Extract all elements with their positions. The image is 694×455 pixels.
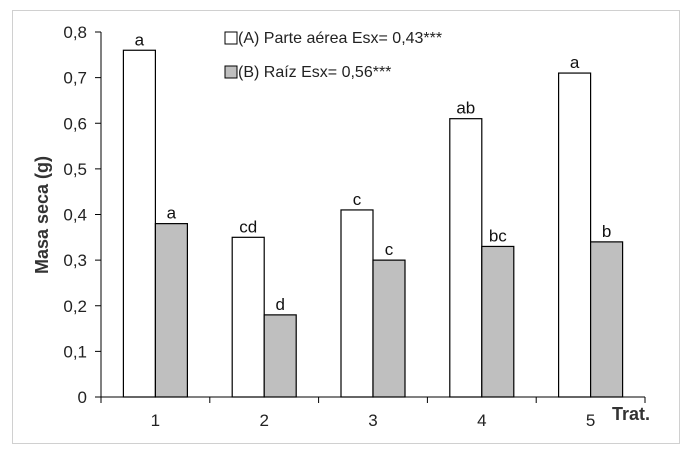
y-tick-label: 0,4 (63, 206, 87, 225)
bar-parte-aerea (449, 118, 483, 398)
x-tick-label: 4 (477, 411, 486, 430)
bar-raiz (589, 241, 624, 398)
bar-parte-aerea (557, 72, 592, 398)
y-tick-label: 0,6 (63, 114, 87, 133)
bar-parte-aerea (340, 209, 374, 398)
significance-letter: a (167, 204, 177, 223)
y-axis-label: Masa seca (g) (32, 156, 52, 274)
y-tick-label: 0,2 (63, 297, 87, 316)
significance-letter: cd (239, 217, 257, 236)
significance-letter: ab (456, 99, 475, 118)
significance-letter: c (353, 190, 362, 209)
bar-raiz (263, 314, 297, 398)
significance-letter: bc (489, 226, 507, 245)
significance-letter: a (135, 30, 145, 49)
bar-raiz (372, 259, 406, 398)
y-tick-label: 0,1 (63, 342, 87, 361)
y-tick-label: 0,8 (63, 23, 87, 42)
legend: (A) Parte aérea Esx= 0,43*** (B) Raíz Esx… (224, 30, 442, 81)
y-tick-label: 0,3 (63, 251, 87, 270)
x-tick-label: 1 (151, 411, 160, 430)
significance-letter: d (275, 295, 284, 314)
x-axis: 1 2 3 4 5 (100, 396, 646, 430)
y-tick-label: 0,7 (63, 69, 87, 88)
bar-raiz (154, 223, 188, 398)
legend-swatch (224, 65, 238, 79)
significance-letter: c (385, 240, 394, 259)
y-axis: 0 0,1 0,2 0,3 0,4 0,5 0,6 0,7 0,8 (63, 23, 102, 407)
y-tick-label: 0 (78, 388, 87, 407)
legend-label: (B) Raíz Esx= 0,56*** (238, 64, 391, 81)
bar-raiz (481, 245, 515, 398)
legend-swatch (224, 31, 238, 45)
significance-letter: b (602, 222, 611, 241)
x-tick-label: 3 (368, 411, 377, 430)
significance-letter: a (570, 53, 580, 72)
bar-parte-aerea (231, 236, 265, 398)
y-tick-label: 0,5 (63, 160, 87, 179)
x-axis-label: Trat. (612, 404, 650, 424)
x-tick-label: 5 (586, 411, 595, 430)
x-tick-label: 2 (259, 411, 268, 430)
legend-label: (A) Parte aérea Esx= 0,43*** (238, 30, 442, 47)
bar-parte-aerea (122, 49, 157, 398)
